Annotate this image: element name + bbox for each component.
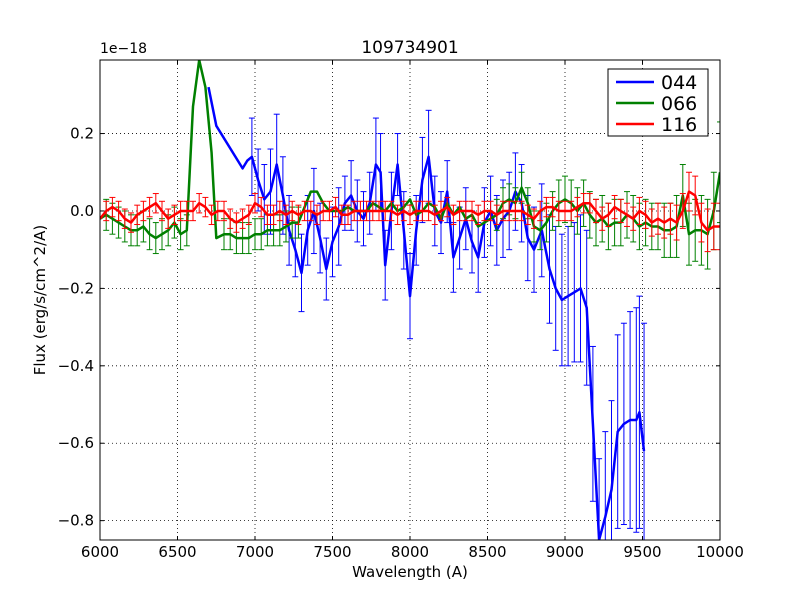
x-tick-label: 7500 — [313, 543, 351, 561]
x-tick-label: 8000 — [391, 543, 429, 561]
y-axis-label: Flux (erg/s/cm^2/A) — [31, 225, 49, 376]
y-tick-label: 0.0 — [70, 202, 94, 220]
series-116 — [100, 171, 720, 253]
x-tick-label: 9000 — [546, 543, 584, 561]
x-tick-label: 6000 — [81, 543, 119, 561]
legend-label-066: 066 — [661, 93, 697, 115]
chart-title: 109734901 — [361, 38, 458, 58]
y-tick-label: −0.4 — [58, 357, 94, 375]
x-tick-label: 8500 — [468, 543, 506, 561]
y-offset-label: 1e−18 — [100, 41, 147, 57]
x-tick-label: 9500 — [623, 543, 661, 561]
x-tick-label: 10000 — [696, 543, 744, 561]
x-axis-label: Wavelength (A) — [352, 563, 468, 581]
axis-ticks: 6000 6500 7000 7500 8000 8500 9000 9500 10000 −0.… — [58, 60, 744, 561]
x-tick-label: 6500 — [158, 543, 196, 561]
series-layer — [100, 60, 720, 540]
y-tick-label: −0.6 — [58, 434, 94, 452]
y-tick-label: −0.8 — [58, 512, 94, 530]
legend-label-044: 044 — [661, 72, 697, 94]
y-tick-label: −0.2 — [58, 279, 94, 297]
x-tick-label: 7000 — [236, 543, 274, 561]
series-line-066 — [100, 60, 720, 240]
series-line-116 — [100, 190, 720, 232]
series-066 — [100, 60, 720, 270]
y-tick-label: 0.2 — [70, 125, 94, 143]
legend-label-116: 116 — [661, 114, 697, 136]
